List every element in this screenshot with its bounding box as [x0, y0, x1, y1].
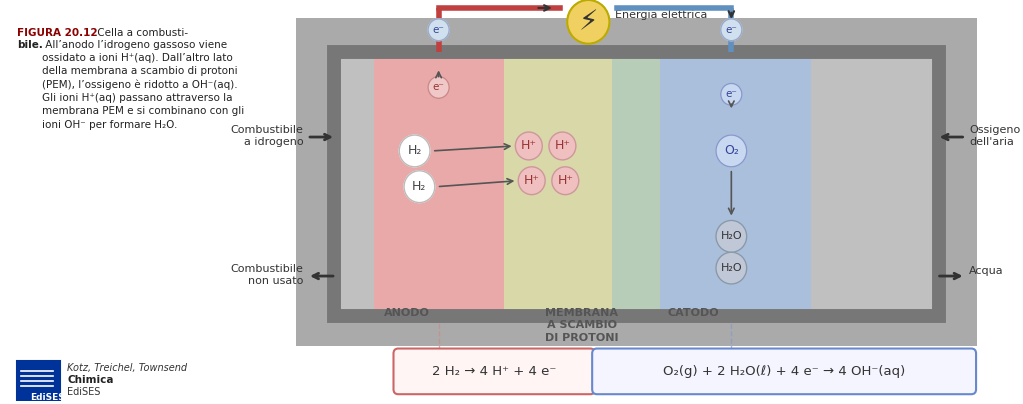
Text: Acqua: Acqua [970, 266, 1004, 276]
Circle shape [721, 19, 742, 41]
Text: H⁺: H⁺ [554, 139, 571, 152]
FancyBboxPatch shape [660, 52, 811, 316]
Text: EdiSES: EdiSES [30, 393, 64, 402]
Circle shape [716, 221, 747, 252]
Circle shape [716, 252, 747, 284]
Text: e⁻: e⁻ [433, 25, 445, 35]
Text: Cella a combusti-: Cella a combusti- [94, 28, 188, 38]
Text: O₂(g) + 2 H₂O(ℓ) + 4 e⁻ → 4 OH⁻(aq): O₂(g) + 2 H₂O(ℓ) + 4 e⁻ → 4 OH⁻(aq) [663, 365, 905, 378]
Circle shape [519, 167, 545, 195]
Text: H₂: H₂ [412, 180, 427, 193]
Text: H₂O: H₂O [720, 263, 742, 273]
Circle shape [567, 0, 610, 44]
Text: Combustibile
non usato: Combustibile non usato [230, 264, 303, 286]
FancyBboxPatch shape [394, 349, 595, 394]
Text: e⁻: e⁻ [725, 25, 738, 35]
Text: ANODO: ANODO [384, 308, 430, 318]
Text: H⁺: H⁺ [524, 174, 540, 187]
FancyBboxPatch shape [17, 362, 60, 401]
Text: MEMBRANA
A SCAMBIO
DI PROTONI: MEMBRANA A SCAMBIO DI PROTONI [545, 308, 618, 343]
Text: O₂: O₂ [724, 145, 739, 158]
Text: Chimica: Chimica [68, 375, 114, 385]
FancyBboxPatch shape [592, 349, 976, 394]
Text: e⁻: e⁻ [433, 82, 445, 93]
Text: Combustibile
a idrogeno: Combustibile a idrogeno [230, 125, 303, 147]
Text: e⁻: e⁻ [725, 89, 738, 99]
Circle shape [549, 132, 576, 160]
Circle shape [399, 135, 430, 167]
Text: CATODO: CATODO [668, 308, 719, 318]
Text: bile.: bile. [17, 40, 43, 50]
Text: FIGURA 20.12: FIGURA 20.12 [17, 28, 98, 38]
Text: ⚡: ⚡ [579, 8, 598, 36]
Text: EdiSES: EdiSES [68, 387, 100, 397]
Text: Kotz, Treichel, Townsend: Kotz, Treichel, Townsend [68, 364, 187, 373]
FancyBboxPatch shape [811, 52, 939, 316]
FancyBboxPatch shape [504, 52, 613, 316]
FancyBboxPatch shape [374, 52, 504, 316]
Circle shape [551, 167, 579, 195]
Text: H⁺: H⁺ [521, 139, 537, 152]
Text: All’anodo l’idrogeno gassoso viene
ossidato a ioni H⁺(aq). Dall’altro lato
della: All’anodo l’idrogeno gassoso viene ossid… [42, 40, 244, 130]
FancyBboxPatch shape [333, 52, 939, 316]
Text: Energia elettrica: Energia elettrica [615, 10, 708, 20]
FancyBboxPatch shape [613, 52, 660, 316]
Text: H₂O: H₂O [720, 231, 742, 241]
Text: 2 H₂ → 4 H⁺ + 4 e⁻: 2 H₂ → 4 H⁺ + 4 e⁻ [432, 365, 557, 378]
FancyBboxPatch shape [333, 52, 374, 316]
Circle shape [516, 132, 542, 160]
Text: H⁺: H⁺ [558, 174, 573, 187]
Circle shape [404, 171, 435, 202]
Circle shape [716, 135, 747, 167]
Text: H₂: H₂ [407, 145, 421, 158]
Text: Ossigeno
dell'aria: Ossigeno dell'aria [970, 125, 1021, 147]
Circle shape [428, 76, 449, 98]
Circle shape [721, 83, 742, 105]
FancyBboxPatch shape [296, 18, 977, 345]
Circle shape [428, 19, 449, 41]
